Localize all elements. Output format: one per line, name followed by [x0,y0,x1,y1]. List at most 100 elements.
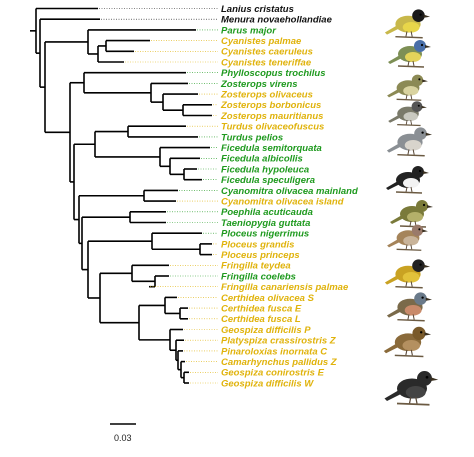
finch-perch [396,248,422,251]
tip-label: Certhidea fusca L [221,314,301,325]
warbler-belly [403,86,419,96]
flycatcher-perch [395,191,423,194]
chaffinch-leg [412,314,415,320]
darwin-finch-brown-tail [383,343,400,354]
weaver-perch [395,285,423,289]
darwin-finch-brown-head [412,326,426,340]
tip-label: Ploceus princeps [221,250,300,261]
thrush-belly [404,140,422,151]
tip-label: Ficedula albicollis [221,154,303,165]
warbler-perch [396,98,422,101]
sunbird-icon [390,200,433,228]
warbler-tail [387,88,401,98]
thrush-beak [425,132,433,136]
tip-label: Cyanistes palmae [221,36,302,47]
tip-label: Pinaroloxias inornata C [221,346,327,357]
chaffinch-tail [386,308,402,318]
chaffinch-perch [397,318,425,322]
finch-tail [387,238,401,248]
sunbird-eye [422,203,426,207]
great-tit-perch [395,35,423,39]
darwin-finch-brown-perch [394,354,424,358]
white-eye-leg [410,120,413,125]
blue-tit-eye [420,43,424,47]
darwin-finch-dark-beak [430,377,439,381]
weaver-icon [384,259,431,289]
tip-label: Cyanistes caeruleus [221,47,313,58]
flycatcher-leg [405,186,408,193]
finch-eye [418,228,421,231]
weaver-tail [384,275,400,285]
white-eye-eye [417,104,420,107]
tip-label: Phylloscopus trochilus [221,68,326,79]
thrush-head [414,127,427,140]
blue-tit-icon [388,40,431,68]
sunbird-beak [427,205,433,208]
great-tit-belly [402,22,420,33]
flycatcher-eye [418,169,422,173]
chaffinch-belly [404,305,422,316]
finch-head [411,224,424,236]
tip-label: Zosterops olivaceus [220,90,313,101]
tip-leader-lines [99,8,218,384]
tip-label: Geospiza difficilis P [221,325,311,336]
weaver-beak [423,264,431,268]
chaffinch-beak [425,297,433,301]
great-tit-tail [384,25,400,35]
tip-label: Menura novaehollandiae [221,15,333,26]
darwin-finch-dark-leg [408,397,412,404]
tip-label: Ploceus grandis [221,239,294,250]
weaver-head [412,259,425,272]
flycatcher-tail [386,181,400,190]
tip-label: Poephila acuticauda [221,207,313,218]
weaver-belly [402,272,420,283]
thrush-perch [397,153,425,157]
sunbird-tail [390,215,404,224]
sunbird-leg [409,220,412,227]
great-tit-head [412,9,425,22]
weaver-leg [410,281,413,287]
thrush-tail [386,143,402,153]
thrush-eye [421,131,424,134]
warbler-leg [405,94,408,100]
tip-label: Cyanomitra olivacea island [221,197,344,208]
great-tit-leg [405,31,408,37]
darwin-finch-brown-beak [424,332,432,336]
white-eye-icon [388,101,427,127]
finch-beak [422,229,428,233]
white-eye-belly [403,112,418,121]
warbler-leg [410,94,413,100]
blue-tit-leg [412,60,415,67]
scale-bar-label: 0.03 [114,433,132,443]
tip-label: Ficedula hypoleuca [221,164,309,175]
thrush-leg [407,149,410,155]
sunbird-belly [407,212,423,222]
chaffinch-head [414,292,427,305]
tip-label: Zosterops virens [220,79,298,90]
tip-label: Fringilla teydea [221,261,291,272]
tip-label: Geospiza difficilis W [221,378,314,389]
white-eye-perch [397,123,421,127]
blue-tit-head [414,40,426,52]
darwin-finch-dark-icon [384,371,439,406]
tip-label: Zosterops mauritianus [220,111,323,122]
blue-tit-tail [388,55,402,64]
warbler-head [411,74,424,86]
great-tit-leg [410,31,413,37]
warbler-beak [422,79,428,83]
thrush-leg [412,149,415,155]
thrush-icon [386,127,433,157]
white-eye-beak [421,105,427,109]
tip-label: Certhidea olivacea S [221,293,315,304]
warbler-icon [387,74,428,101]
flycatcher-beak [423,171,429,174]
darwin-finch-brown-icon [383,326,432,358]
darwin-finch-brown-eye [419,331,423,334]
flycatcher-leg [410,186,413,193]
tip-label: Platyspiza crassirostris Z [221,336,337,347]
tip-label: Parus major [221,25,277,36]
great-tit-eye [419,13,422,16]
flycatcher-head [412,166,424,178]
darwin-finch-dark-eye [425,375,429,379]
